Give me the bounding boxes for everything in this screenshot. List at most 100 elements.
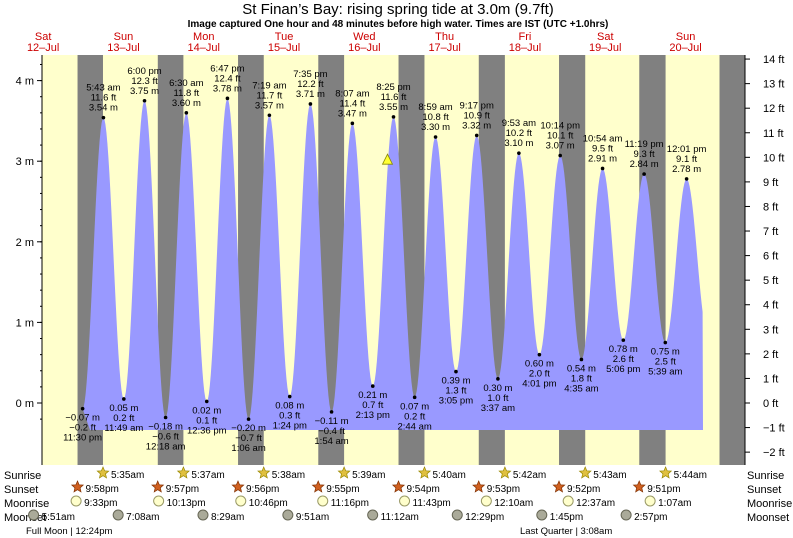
right-tick-label: 3 ft — [763, 324, 778, 336]
low-tide-ft: −0.2 ft — [69, 423, 96, 434]
moonset-time: 2:57pm — [634, 512, 667, 523]
right-tick-label: −2 ft — [763, 447, 785, 459]
low-tide-ft: 0.2 ft — [113, 413, 134, 424]
day-name: Tue — [275, 31, 294, 43]
low-tide-m: −0.20 m — [231, 423, 266, 434]
high-tide-ft: 11.7 ft — [257, 90, 283, 101]
low-tide-point — [204, 399, 209, 404]
low-tide-ft: 0.1 ft — [196, 415, 217, 426]
high-tide-ft: 11.4 ft — [340, 98, 366, 109]
day-date: 18–Jul — [509, 42, 541, 54]
high-tide-m: 3.54 m — [89, 103, 118, 114]
high-tide-point — [517, 151, 521, 155]
chart-title: St Finan’s Bay: rising spring tide at 3.… — [242, 1, 554, 18]
high-tide-point — [308, 102, 313, 106]
sunset-time: 9:53pm — [487, 484, 520, 495]
low-tide-m: 0.05 m — [109, 403, 138, 414]
high-tide-m: 3.60 m — [172, 98, 201, 109]
moonset-time: 1:45pm — [550, 512, 583, 523]
sunset-icon — [552, 480, 566, 493]
low-tide-point — [663, 340, 668, 345]
high-tide-m: 2.91 m — [588, 153, 617, 164]
low-tide-time: 5:06 pm — [606, 364, 640, 375]
high-tide-time: 6:00 pm — [127, 66, 161, 77]
moonset-time: 5:51am — [42, 512, 75, 523]
high-tide-m: 2.78 m — [672, 164, 701, 175]
low-tide-point — [246, 417, 251, 421]
right-tick-label: 12 ft — [763, 103, 784, 115]
low-tide-point — [370, 384, 375, 388]
sunset-icon — [391, 480, 406, 493]
low-tide-ft: 2.5 ft — [655, 357, 676, 368]
current-tide-marker — [381, 153, 394, 165]
moonset-row-label-left: Moonset — [4, 512, 46, 524]
right-tick-label: 13 ft — [763, 79, 784, 91]
high-tide-point — [474, 133, 479, 138]
high-tide-m: 3.57 m — [255, 100, 284, 111]
right-tick-label: 9 ft — [763, 177, 778, 189]
low-tide-m: −0.07 m — [65, 413, 100, 424]
sunset-time: 9:55pm — [326, 484, 359, 495]
right-tick-label: 2 ft — [763, 349, 778, 361]
right-tick-label: 8 ft — [763, 201, 778, 213]
day-name: Sun — [676, 31, 696, 43]
tide-curve-layer — [80, 96, 704, 431]
low-tide-point — [163, 415, 168, 420]
sunset-icon — [70, 480, 85, 493]
high-tide-time: 8:25 pm — [376, 82, 410, 93]
high-tide-time: 6:47 pm — [210, 63, 244, 74]
moonrise-time: 10:46pm — [249, 498, 288, 509]
low-tide-ft: 2.6 ft — [613, 354, 634, 365]
day-labels: Sat12–JulSun13–JulMon14–JulTue15–JulWed1… — [27, 31, 702, 54]
left-tick-label: 1 m — [16, 317, 34, 329]
night-band — [719, 55, 745, 465]
low-tide-m: 0.78 m — [609, 344, 638, 355]
sunrise-time: 5:43am — [593, 470, 626, 481]
high-tide-point — [267, 113, 272, 118]
low-tide-m: 0.30 m — [483, 383, 512, 394]
moonset-row-label-right: Moonset — [747, 512, 789, 524]
sunrise-icon — [659, 466, 673, 479]
high-tide-ft: 9.1 ft — [676, 154, 697, 165]
high-tide-m: 3.47 m — [338, 108, 367, 119]
low-tide-ft: 1.3 ft — [445, 386, 466, 397]
moonset-time: 7:08am — [126, 512, 159, 523]
high-tide-time: 7:35 pm — [293, 69, 327, 80]
moonset-icon — [536, 509, 548, 521]
moonset-time: 12:29pm — [465, 512, 504, 523]
day-name: Sat — [597, 31, 614, 43]
moonrise-icon — [153, 495, 165, 507]
low-tide-time: 11:30 pm — [63, 433, 102, 444]
low-tide-m: 0.60 m — [525, 359, 554, 370]
low-tide-point — [621, 338, 626, 342]
high-tide-point — [142, 98, 147, 103]
low-tide-point — [579, 357, 584, 362]
sunset-time: 9:51pm — [647, 484, 680, 495]
high-tide-ft: 12.4 ft — [214, 73, 241, 84]
high-tide-point — [350, 121, 355, 126]
low-tide-time: 2:13 pm — [356, 410, 390, 421]
sunrise-row-label-left: Sunrise — [4, 470, 41, 482]
moonset-icon — [28, 509, 40, 521]
high-tide-point — [101, 115, 106, 120]
low-tide-ft: 0.3 ft — [279, 411, 300, 422]
high-tide-m: 3.78 m — [213, 83, 242, 94]
high-tide-time: 7:19 am — [252, 80, 286, 91]
sunrise-icon — [176, 466, 190, 479]
sunset-icon — [311, 480, 325, 493]
moonrise-icon — [70, 495, 82, 507]
sunset-icon — [231, 480, 245, 493]
low-tide-m: 0.39 m — [441, 376, 470, 387]
right-tick-label: 10 ft — [763, 152, 784, 164]
sunrise-row-label-right: Sunrise — [747, 470, 784, 482]
moonset-icon — [197, 509, 209, 521]
moonrise-icon — [399, 495, 411, 507]
moonset-icon — [367, 509, 379, 521]
high-tide-point — [391, 115, 396, 119]
sunrise-icon — [96, 466, 110, 479]
low-tide-time: 3:37 am — [481, 403, 515, 414]
moonset-icon — [451, 509, 463, 521]
low-tide-point — [287, 394, 292, 399]
sunrise-icon — [337, 466, 351, 479]
moon-phase-last-quarter: Last Quarter | 3:08am — [520, 526, 612, 537]
